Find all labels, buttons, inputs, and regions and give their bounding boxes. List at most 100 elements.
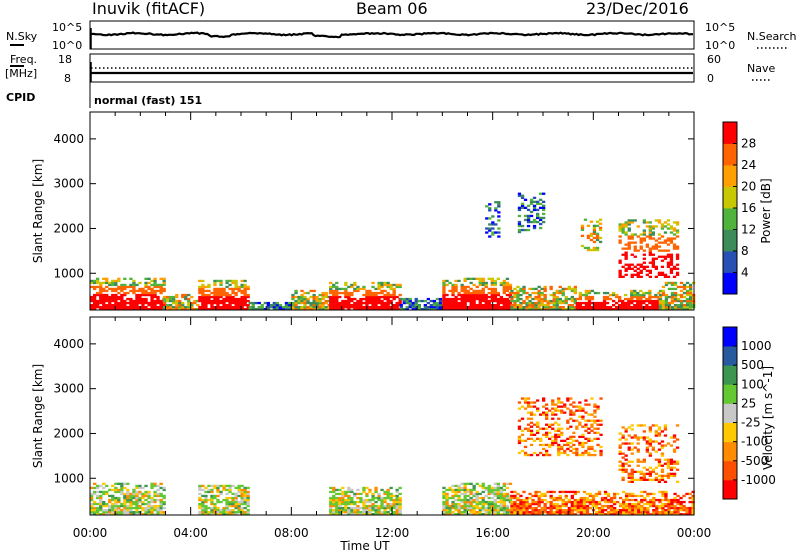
velocity-heatmap-cell (569, 445, 573, 449)
station-title: Inuvik (fitACF) (92, 0, 205, 18)
power-heatmap-cell (272, 304, 276, 307)
velocity-heatmap-cell (156, 513, 160, 516)
velocity-heatmap-cell (201, 500, 205, 504)
velocity-heatmap-cell (529, 401, 534, 404)
power-heatmap-cell (670, 281, 675, 285)
velocity-heatmap-cell (108, 494, 112, 498)
power-heatmap-cell (602, 301, 607, 305)
power-heatmap-cell (201, 297, 205, 301)
velocity-heatmap-cell (219, 509, 223, 512)
power-heatmap-cell (587, 291, 592, 295)
velocity-heatmap-cell (141, 492, 145, 496)
velocity-heatmap-cell (359, 492, 363, 496)
power-heatmap-cell (488, 207, 492, 210)
power-heatmap-cell (682, 287, 687, 291)
velocity-heatmap-cell (210, 513, 214, 516)
velocity-heatmap-cell (666, 462, 671, 465)
power-heatmap-cell (546, 304, 550, 307)
velocity-heatmap-cell (231, 509, 235, 512)
velocity-heatmap-cell (536, 429, 540, 432)
velocity-heatmap-cell (99, 506, 103, 510)
power-heatmap-cell (484, 301, 488, 305)
power-heatmap-cell (624, 304, 628, 307)
power-heatmap-cell (99, 287, 103, 291)
power-heatmap-cell (306, 306, 310, 309)
velocity-heatmap-cell (657, 460, 662, 463)
velocity-heatmap-cell (557, 435, 561, 438)
power-heatmap-cell (689, 291, 693, 295)
velocity-heatmap-cell (525, 500, 529, 504)
power-heatmap-cell (175, 293, 179, 297)
power-heatmap-cell (630, 263, 634, 266)
power-heatmap-cell (627, 247, 631, 250)
power-heatmap-cell (657, 241, 662, 244)
velocity-heatmap-cell (216, 511, 220, 514)
power-heatmap-cell (231, 281, 235, 285)
power-heatmap-cell (312, 289, 316, 293)
velocity-heatmap-cell (642, 458, 646, 461)
velocity-heatmap-cell (135, 498, 139, 502)
velocity-heatmap-cell (600, 513, 605, 516)
power-heatmap-cell (570, 308, 574, 311)
velocity-heatmap-cell (380, 498, 384, 502)
velocity-heatmap-cell (234, 494, 238, 498)
velocity-heatmap-cell (682, 504, 686, 508)
power-heatmap-cell (216, 293, 220, 297)
velocity-heatmap-cell (569, 409, 573, 412)
velocity-heatmap-cell (666, 476, 671, 479)
power-heatmap-cell (542, 206, 546, 209)
power-heatmap-cell (294, 289, 298, 293)
power-heatmap-cell (513, 295, 517, 299)
velocity-heatmap-cell (502, 482, 506, 485)
velocity-heatmap-cell (395, 506, 399, 510)
power-heatmap-cell (602, 304, 607, 307)
velocity-heatmap-cell (621, 426, 625, 429)
velocity-heatmap-cell (487, 509, 491, 512)
power-heatmap-cell (350, 306, 354, 309)
power-heatmap-cell (201, 299, 205, 303)
velocity-heatmap-cell (654, 476, 658, 479)
power-heatmap-cell (126, 297, 130, 301)
power-heatmap-cell (213, 306, 217, 309)
velocity-heatmap-cell (141, 500, 145, 504)
power-heatmap-cell (96, 279, 100, 283)
power-heatmap-cell (654, 308, 658, 311)
power-heatmap-cell (493, 279, 497, 283)
velocity-heatmap-cell (117, 490, 121, 494)
power-heatmap-cell (573, 301, 577, 305)
velocity-heatmap-cell (669, 474, 674, 477)
power-heatmap-cell (621, 223, 625, 226)
power-heatmap-cell (630, 297, 634, 301)
velocity-heatmap-cell (454, 490, 458, 494)
velocity-heatmap-cell (636, 424, 640, 427)
velocity-heatmap-cell (545, 417, 549, 420)
velocity-heatmap-cell (603, 490, 608, 494)
power-heatmap-cell (169, 295, 173, 299)
power-heatmap-cell (658, 297, 663, 301)
power-heatmap-cell (517, 220, 522, 224)
velocity-heatmap-cell (549, 506, 553, 510)
power-heatmap-cell (517, 194, 522, 197)
velocity-heatmap-cell (628, 498, 632, 502)
power-heatmap-cell (386, 306, 390, 309)
velocity-heatmap-cell (645, 440, 649, 443)
power-heatmap-cell (117, 295, 121, 299)
velocity-heatmap-cell (341, 506, 345, 510)
power-heatmap-cell (534, 301, 538, 305)
velocity-heatmap-cell (526, 453, 531, 457)
velocity-heatmap-cell (466, 513, 470, 516)
velocity-heatmap-cell (536, 421, 540, 424)
velocity-heatmap-cell (117, 500, 121, 504)
power-heatmap-cell (93, 295, 97, 299)
power-heatmap-cell (99, 299, 103, 303)
power-heatmap-cell (472, 304, 476, 307)
velocity-heatmap-cell (593, 421, 597, 424)
power-heatmap-cell (510, 295, 514, 299)
power-heatmap-cell (150, 299, 154, 303)
velocity-heatmap-cell (368, 498, 372, 502)
velocity-heatmap-cell (621, 434, 625, 437)
velocity-colorbar-segment (723, 460, 737, 481)
power-heatmap-cell (377, 306, 381, 309)
velocity-heatmap-cell (546, 511, 550, 514)
power-heatmap-cell (664, 299, 669, 303)
